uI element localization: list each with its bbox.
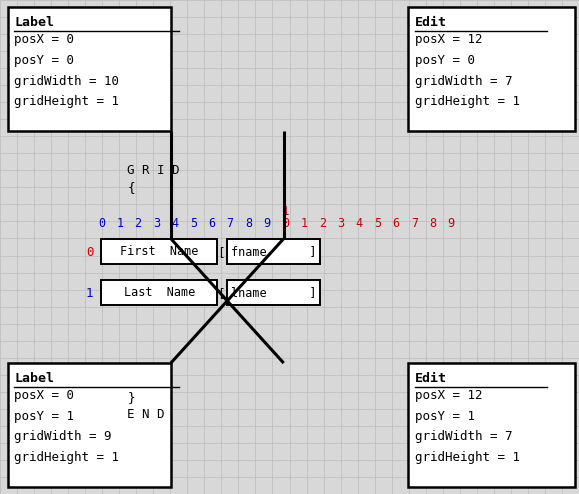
Text: 8: 8 [245, 217, 252, 230]
Text: [: [ [218, 247, 225, 259]
Text: 1: 1 [86, 288, 93, 300]
Text: gridHeight = 1: gridHeight = 1 [14, 95, 119, 108]
Text: 1: 1 [116, 217, 123, 230]
Text: fname      ]: fname ] [230, 245, 316, 258]
Bar [408, 7, 575, 131]
Text: 5: 5 [190, 217, 197, 230]
Bar [8, 7, 171, 131]
Text: 7: 7 [411, 217, 418, 230]
Text: 3: 3 [337, 217, 345, 230]
Text: gridWidth = 7: gridWidth = 7 [415, 75, 512, 87]
Text: posY = 0: posY = 0 [14, 54, 75, 67]
Text: 2: 2 [318, 217, 326, 230]
Text: gridHeight = 1: gridHeight = 1 [415, 451, 520, 464]
Text: 6: 6 [393, 217, 400, 230]
Text: 5: 5 [374, 217, 381, 230]
Text: gridHeight = 1: gridHeight = 1 [415, 95, 520, 108]
Bar [227, 280, 320, 305]
Text: 0: 0 [282, 217, 289, 230]
Text: posX = 12: posX = 12 [415, 33, 483, 46]
Text: G R I D: G R I D [127, 164, 180, 177]
Text: Label: Label [14, 372, 54, 385]
Text: {: { [127, 181, 135, 194]
Text: posX = 0: posX = 0 [14, 389, 75, 402]
Text: E N D: E N D [127, 409, 165, 421]
Text: 9: 9 [448, 217, 455, 230]
Text: Last  Name: Last Name [123, 286, 195, 299]
Bar [8, 363, 171, 487]
Text: 1: 1 [301, 217, 307, 230]
Text: posX = 12: posX = 12 [415, 389, 483, 402]
Text: Edit: Edit [415, 16, 447, 29]
Text: 0: 0 [86, 247, 93, 259]
Text: posY = 0: posY = 0 [415, 54, 475, 67]
Text: 8: 8 [429, 217, 437, 230]
Text: 1: 1 [282, 205, 289, 218]
Text: 2: 2 [134, 217, 142, 230]
Text: 7: 7 [226, 217, 234, 230]
Text: gridWidth = 7: gridWidth = 7 [415, 430, 512, 443]
Text: gridWidth = 10: gridWidth = 10 [14, 75, 119, 87]
Text: [: [ [218, 288, 225, 300]
Text: First  Name: First Name [120, 245, 199, 258]
Text: gridWidth = 9: gridWidth = 9 [14, 430, 112, 443]
Bar [101, 280, 217, 305]
Text: 0: 0 [98, 217, 105, 230]
Text: Label: Label [14, 16, 54, 29]
Text: gridHeight = 1: gridHeight = 1 [14, 451, 119, 464]
Text: posX = 0: posX = 0 [14, 33, 75, 46]
Text: 6: 6 [208, 217, 215, 230]
Text: Edit: Edit [415, 372, 447, 385]
Bar [408, 363, 575, 487]
Text: 4: 4 [171, 217, 178, 230]
Text: posY = 1: posY = 1 [14, 410, 75, 422]
Text: }: } [127, 391, 135, 404]
Text: posY = 1: posY = 1 [415, 410, 475, 422]
Text: 9: 9 [263, 217, 270, 230]
Text: 4: 4 [356, 217, 362, 230]
Bar [227, 239, 320, 264]
Bar [101, 239, 217, 264]
Text: 3: 3 [153, 217, 160, 230]
Text: lname      ]: lname ] [230, 286, 316, 299]
